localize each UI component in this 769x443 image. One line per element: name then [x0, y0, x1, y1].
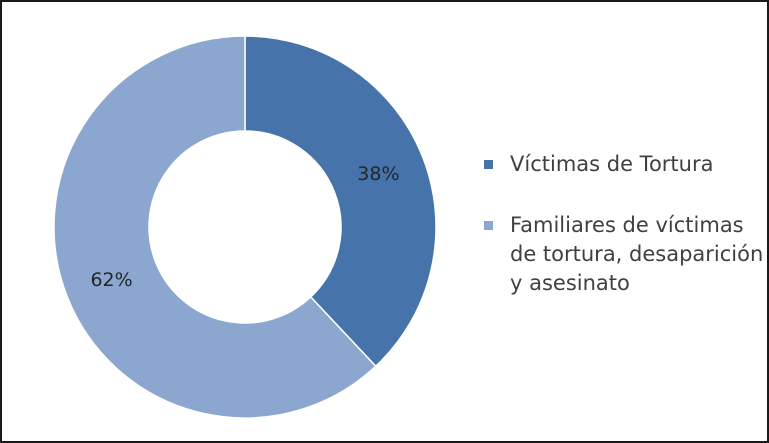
legend: Víctimas de Tortura Familiares de víctim… — [484, 150, 764, 330]
legend-swatch — [484, 221, 493, 230]
data-label-2: 62% — [90, 269, 132, 291]
legend-item-familiares: Familiares de víctimas de tortura, desap… — [484, 211, 764, 298]
data-label-1: 38% — [357, 163, 399, 185]
donut-slice-2 — [53, 35, 377, 419]
legend-label: Familiares de víctimas de tortura, desap… — [510, 213, 764, 295]
legend-swatch — [484, 160, 493, 169]
donut-slice-1 — [244, 35, 437, 368]
legend-label: Víctimas de Tortura — [510, 152, 714, 176]
legend-item-victimas-tortura: Víctimas de Tortura — [484, 150, 764, 179]
